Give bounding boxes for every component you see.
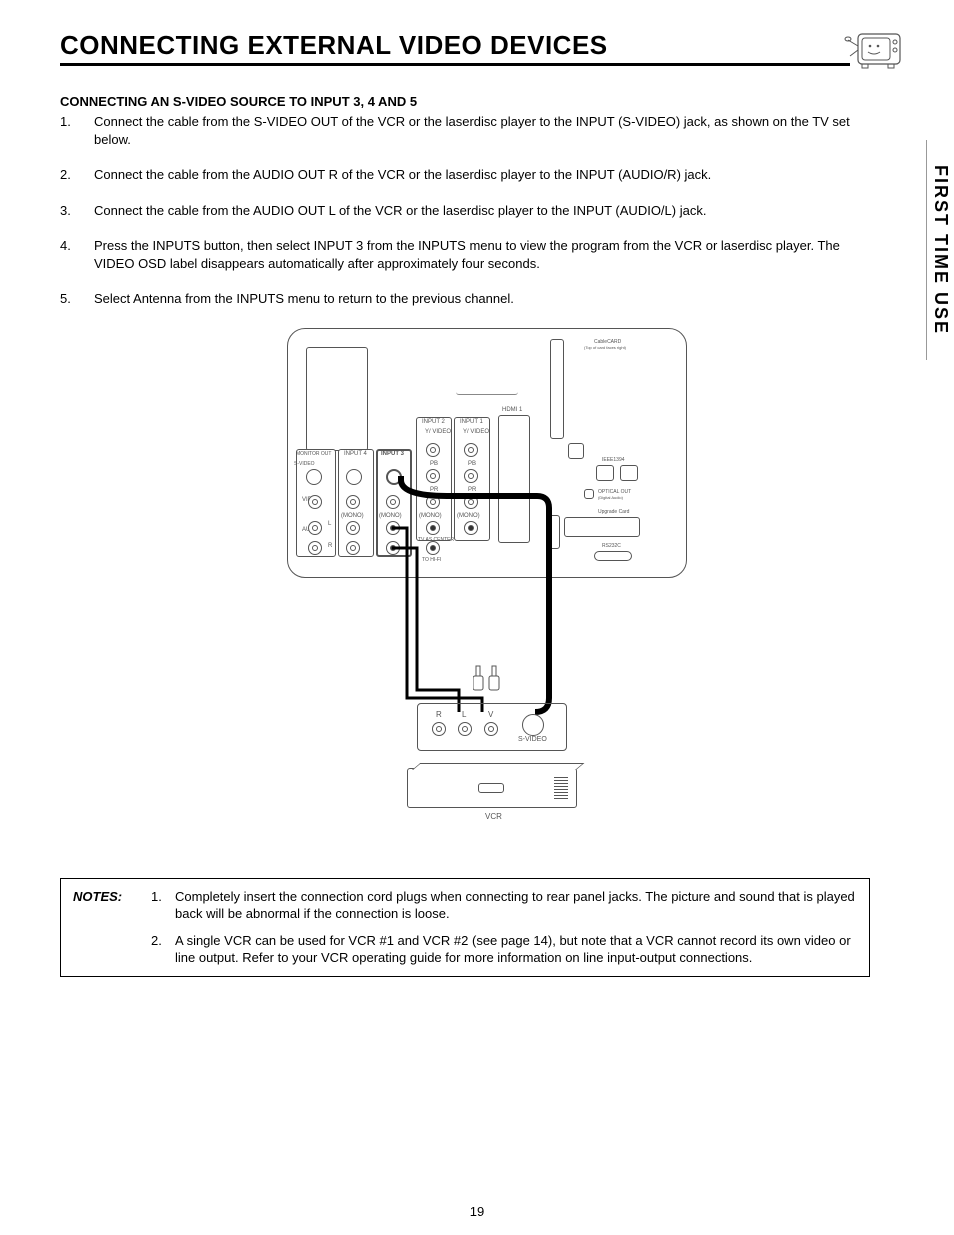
step-item: 1.Connect the cable from the S-VIDEO OUT…	[60, 113, 850, 148]
section-subheading: CONNECTING AN S-VIDEO SOURCE TO INPUT 3,…	[60, 94, 914, 109]
hdmi-module	[498, 415, 530, 543]
step-item: 3.Connect the cable from the AUDIO OUT L…	[60, 202, 850, 220]
side-tab: FIRST TIME USE	[926, 140, 954, 360]
tv-cartoon-icon	[844, 30, 904, 70]
notes-heading: NOTES:	[73, 889, 151, 923]
notes-box: NOTES: 1. Completely insert the connecti…	[60, 878, 870, 978]
svideo-label: S-VIDEO	[294, 461, 315, 467]
step-item: 5.Select Antenna from the INPUTS menu to…	[60, 290, 850, 308]
input3-audio-r	[386, 541, 400, 555]
hdmi1-label: HDMI 1	[502, 407, 522, 413]
input1-label: INPUT 1	[460, 419, 483, 425]
vcr-label: VCR	[485, 812, 502, 821]
instruction-list: 1.Connect the cable from the S-VIDEO OUT…	[60, 113, 850, 308]
page-title: CONNECTING EXTERNAL VIDEO DEVICES	[60, 30, 850, 66]
vcr-device	[407, 768, 577, 808]
plug-icon	[473, 658, 503, 704]
side-tab-label: FIRST TIME USE	[930, 165, 951, 335]
monitor-out-label: MONITOR OUT	[296, 451, 331, 457]
step-item: 2.Connect the cable from the AUDIO OUT R…	[60, 166, 850, 184]
page-number: 19	[0, 1204, 954, 1219]
input3-label: INPUT 3	[381, 451, 404, 457]
input3-audio-l	[386, 521, 400, 535]
vcr-jack-panel: R L V S-VIDEO	[417, 703, 567, 751]
antenna-module	[306, 347, 368, 451]
tv-rear-panel: ANT A ANT B HDMI HDMI 1 HDMI 2 INPUT 1 I…	[287, 328, 687, 578]
connection-diagram: ANT A ANT B HDMI HDMI 1 HDMI 2 INPUT 1 I…	[287, 328, 687, 848]
step-item: 4.Press the INPUTS button, then select I…	[60, 237, 850, 272]
input4-label: INPUT 4	[344, 451, 367, 457]
input3-svideo	[386, 469, 402, 485]
cablecard-slot	[550, 339, 564, 439]
input2-label: INPUT 2	[422, 419, 445, 425]
